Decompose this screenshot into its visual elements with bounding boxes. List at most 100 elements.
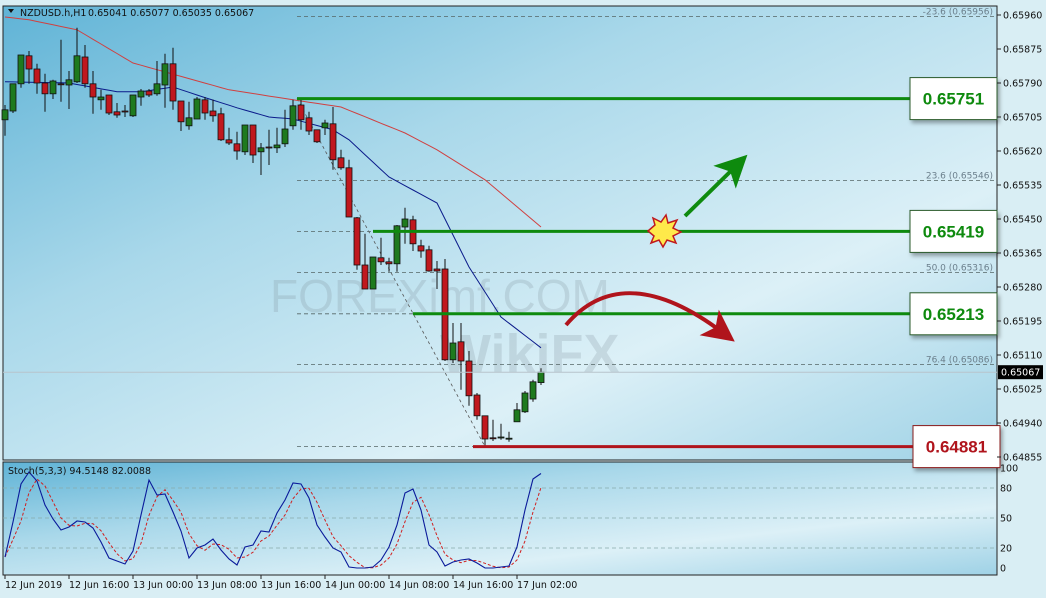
fibonacci-level-label: 50.0 (0.65316) (926, 264, 993, 274)
bearish-candle[interactable] (25, 55, 33, 70)
bullish-candle[interactable] (281, 128, 289, 145)
bearish-candle[interactable] (177, 100, 185, 123)
price-level-label: 0.65213 (923, 305, 984, 324)
bullish-candle[interactable] (449, 342, 457, 361)
bearish-candle[interactable] (41, 82, 49, 95)
bullish-candle[interactable] (505, 437, 513, 440)
bullish-candle[interactable] (153, 83, 161, 95)
time-tick-label: 14 Jun 16:00 (453, 580, 513, 591)
price-tick-label: 0.65195 (1003, 317, 1042, 328)
stoch-signal-line (4, 478, 542, 569)
bullish-candle[interactable] (193, 98, 201, 120)
bullish-candle[interactable] (49, 80, 57, 95)
bearish-candle[interactable] (465, 360, 473, 397)
stoch-tick-label: 20 (1000, 544, 1012, 555)
price-level-box (909, 209, 998, 253)
bullish-candle[interactable] (129, 94, 137, 117)
price-tick-label: 0.65535 (1003, 181, 1042, 192)
bearish-candle[interactable] (473, 394, 481, 417)
bullish-candle[interactable] (401, 218, 409, 228)
bearish-candle[interactable] (377, 257, 385, 263)
time-tick-label: 13 Jun 00:00 (133, 580, 193, 591)
bullish-candle[interactable] (529, 381, 537, 400)
bearish-candle[interactable] (225, 139, 233, 144)
bearish-candle[interactable] (425, 249, 433, 272)
bearish-candle[interactable] (121, 110, 129, 113)
bearish-candle[interactable] (481, 415, 489, 440)
bearish-candle[interactable] (457, 341, 465, 362)
bullish-candle[interactable] (369, 256, 377, 290)
bearish-candle[interactable] (265, 146, 273, 149)
bullish-candle[interactable] (161, 63, 169, 86)
price-tick-label: 0.64855 (1003, 453, 1042, 464)
bearish-candle[interactable] (113, 111, 121, 116)
price-level-label: 0.65751 (923, 90, 984, 109)
time-tick-label: 14 Jun 00:00 (325, 580, 385, 591)
price-level-box (912, 425, 1001, 469)
bearish-candle[interactable] (233, 143, 241, 152)
bullish-candle[interactable] (9, 83, 17, 112)
bearish-candle[interactable] (57, 83, 65, 86)
bearish-candle[interactable] (217, 113, 225, 141)
bullish-candle[interactable] (137, 90, 145, 98)
bearish-candle[interactable] (249, 124, 257, 156)
price-level-box (909, 77, 998, 121)
bearish-candle[interactable] (209, 110, 217, 117)
price-tick-label: 0.65705 (1003, 113, 1042, 124)
fibonacci-level-label: 23.6 (0.65546) (926, 172, 993, 182)
stoch-tick-label: 100 (1000, 464, 1018, 475)
bearish-candle[interactable] (433, 268, 441, 272)
bullish-candle[interactable] (1, 109, 9, 121)
bullish-candle[interactable] (497, 436, 505, 439)
explosion-icon (646, 213, 683, 249)
bearish-candle[interactable] (417, 245, 425, 252)
bearish-candle[interactable] (81, 56, 89, 85)
bullish-candle[interactable] (241, 124, 249, 153)
bearish-candle[interactable] (313, 129, 321, 143)
time-tick-label: 12 Jun 16:00 (69, 580, 129, 591)
bearish-candle[interactable] (361, 264, 369, 290)
stoch-tick-label: 50 (1000, 514, 1012, 525)
bullish-candle[interactable] (513, 409, 521, 423)
price-tick-label: 0.65875 (1003, 45, 1042, 56)
bullish-candle[interactable] (257, 147, 265, 153)
stoch-label: Stoch(5,3,3) 94.5148 82.0088 (8, 466, 151, 477)
bearish-candle[interactable] (305, 117, 313, 132)
bearish-candle[interactable] (169, 63, 177, 102)
price-tick-label: 0.65365 (1003, 249, 1042, 260)
bearish-candle[interactable] (345, 167, 353, 218)
bullish-candle[interactable] (289, 105, 297, 127)
bearish-candle[interactable] (33, 68, 41, 84)
bearish-candle[interactable] (385, 261, 393, 265)
price-tick-label: 0.65960 (1003, 11, 1042, 22)
stochastic-pane[interactable] (2, 461, 998, 576)
bearish-candle[interactable] (489, 437, 497, 440)
time-tick-label: 13 Jun 08:00 (197, 580, 257, 591)
bullish-candle[interactable] (17, 54, 25, 85)
bullish-candle[interactable] (521, 392, 529, 413)
bearish-candle[interactable] (297, 104, 305, 121)
stoch-tick-label: 80 (1000, 484, 1012, 495)
bullish-candle[interactable] (185, 117, 193, 127)
bearish-candle[interactable] (337, 157, 345, 169)
bullish-candle[interactable] (73, 55, 81, 83)
bearish-candle[interactable] (105, 94, 113, 114)
bearish-candle[interactable] (89, 83, 97, 98)
bullish-candle[interactable] (273, 144, 281, 149)
price-level-label: 0.64881 (926, 438, 987, 457)
bearish-candle[interactable] (201, 99, 209, 114)
bullish-candle[interactable] (321, 122, 329, 129)
bullish-candle[interactable] (393, 225, 401, 265)
chart-menu-triangle-icon[interactable] (8, 9, 14, 13)
price-tick-label: 0.65025 (1003, 385, 1042, 396)
moving-average-slow-line (4, 16, 542, 228)
main-chart-pane[interactable] (2, 5, 998, 461)
bullish-candle[interactable] (537, 371, 545, 384)
bearish-candle[interactable] (329, 123, 337, 161)
bullish-candle[interactable] (65, 79, 73, 86)
bearish-candle[interactable] (353, 217, 361, 266)
bearish-candle[interactable] (145, 90, 153, 96)
bullish-candle[interactable] (97, 96, 105, 101)
